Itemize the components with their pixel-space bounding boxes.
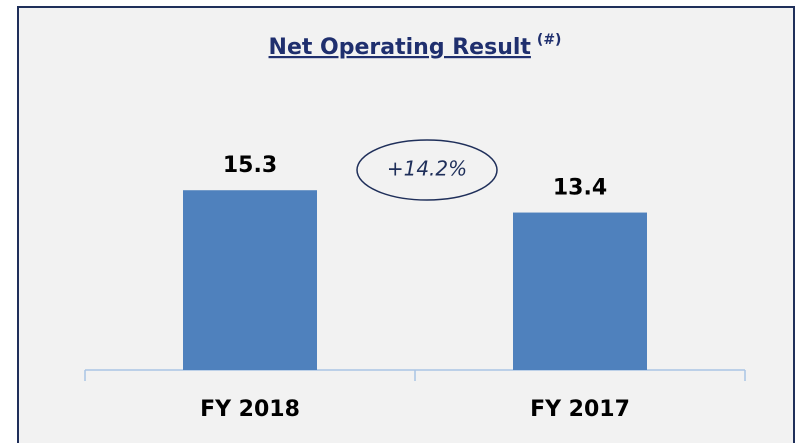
chart-frame	[17, 6, 795, 443]
x-tick-label: FY 2017	[530, 397, 630, 422]
value-label: 13.4	[553, 176, 607, 201]
chart-title-group: Net Operating Result (#)	[269, 32, 562, 60]
value-label: 15.3	[223, 153, 277, 178]
bar	[183, 190, 317, 370]
x-tick-label: FY 2018	[200, 397, 300, 422]
annotation: +14.2%	[387, 157, 467, 181]
chart-title-note: (#)	[537, 32, 562, 48]
chart-title: Net Operating Result	[269, 35, 532, 60]
annotation-ellipse	[356, 139, 498, 201]
bar	[513, 212, 647, 370]
